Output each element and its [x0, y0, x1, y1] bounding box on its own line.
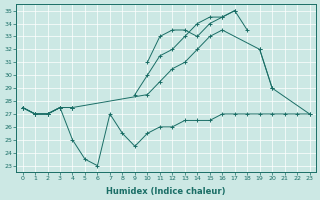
X-axis label: Humidex (Indice chaleur): Humidex (Indice chaleur) [106, 187, 226, 196]
